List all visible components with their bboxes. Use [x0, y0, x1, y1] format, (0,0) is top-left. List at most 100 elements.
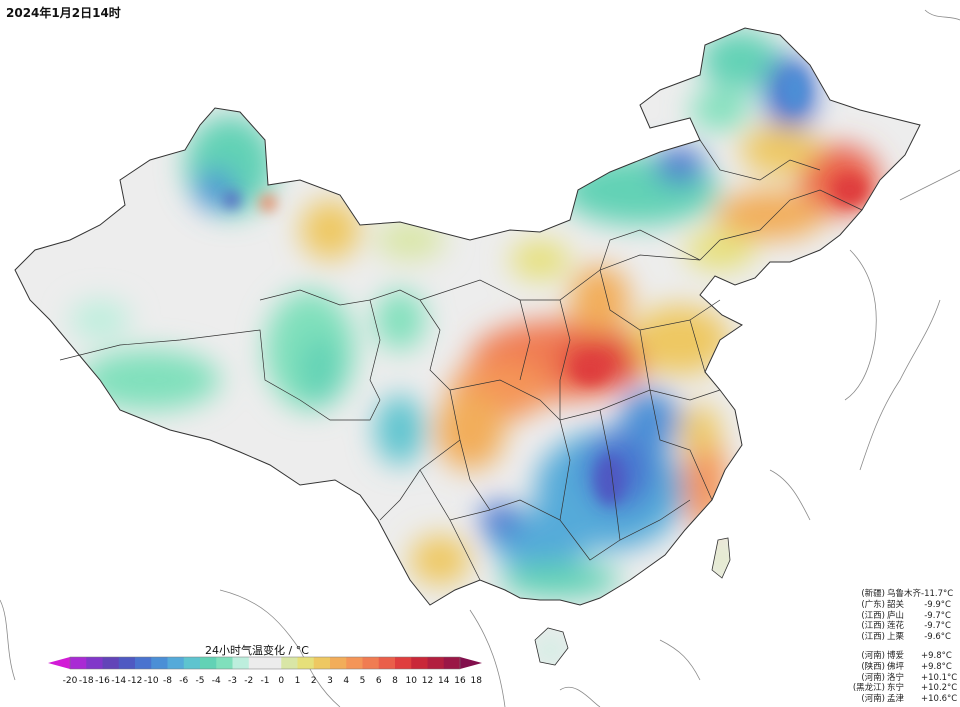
colorbar-tick-label: 5: [360, 676, 366, 686]
station-name: 上栗: [887, 632, 905, 643]
station-province: (江西): [861, 621, 885, 632]
station-name: 庐山: [887, 610, 905, 621]
station-value: +10.1°C: [921, 672, 958, 683]
colorbar-tick-label: 2: [311, 676, 317, 686]
colorbar-tick-label: -18: [79, 676, 94, 686]
station-name: 博爱: [887, 651, 905, 661]
colorbar-tick-label: -16: [95, 676, 110, 686]
station-row: (河南) 博爱 +9.8°C: [845, 651, 951, 662]
station-province: (河南): [861, 694, 885, 705]
colorbar-tick-label: -12: [128, 676, 143, 686]
colorbar-segment: [216, 657, 233, 669]
colorbar-tick-label: -1: [261, 676, 270, 686]
colorbar-segment: [281, 657, 298, 669]
colorbar-outline: [69, 656, 461, 670]
colorbar-tick-label: -20: [63, 676, 78, 686]
station-row: (新疆) 乌鲁木齐 -11.7°C: [845, 589, 954, 600]
colorbar-tick-label: 10: [406, 676, 418, 686]
colorbar-arrow-min: [48, 657, 70, 669]
colorbar-segment: [378, 657, 396, 669]
station-row: (江西) 莲花 -9.7°C: [845, 621, 951, 632]
map-title: 2024年1月2日14时: [6, 6, 121, 20]
station-value: -11.7°C: [921, 589, 954, 599]
station-province: (江西): [861, 632, 885, 643]
station-province: (广东): [861, 599, 885, 610]
colorbar-tick-label: 3: [327, 676, 333, 686]
colorbar-segment: [232, 657, 250, 669]
colorbar-tick-label: -4: [212, 676, 221, 686]
colorbar-segment: [200, 657, 217, 669]
colorbar: -20 -18 -16 -14 -12 -10 -8 -6 -5 -4 -3 -2 -1 0 1 2 3 4 5 6 8…: [48, 656, 483, 686]
station-row: (河南) 洛宁 +10.1°C: [845, 672, 958, 684]
station-row: (广东) 韶关 -9.9°C: [845, 600, 951, 611]
warmest-stations-list: (河南) 博爱 +9.8°C (陕西) 佛坪 +9.8°C (河南) 洛宁 +10.1°C (黑龙…: [845, 651, 958, 705]
neighbor-coastlines: [0, 9, 960, 707]
station-value: -9.6°C: [924, 632, 951, 643]
colorbar-tick-label: -8: [163, 676, 172, 686]
colorbar-segment: [183, 657, 201, 669]
station-value: +10.6°C: [921, 694, 958, 705]
station-row: (河南) 孟津 +10.6°C: [845, 694, 958, 705]
legend-title: 24小时气温变化 / °C: [205, 644, 309, 657]
station-name: 洛宁: [887, 672, 905, 683]
colorbar-segment: [330, 657, 347, 669]
station-province: (江西): [861, 610, 885, 621]
colorbar-segment: [362, 657, 380, 669]
colorbar-tick-label: 12: [422, 676, 433, 686]
island-outlines: [534, 537, 731, 666]
station-value: -9.7°C: [924, 610, 951, 621]
colorbar-tick-label: -10: [144, 676, 159, 686]
station-province: (河南): [861, 672, 885, 683]
colorbar-segment: [411, 657, 428, 669]
colorbar-tick-label: -6: [179, 676, 188, 686]
colorbar-segment: [70, 657, 87, 669]
station-row: (陕西) 佛坪 +9.8°C: [845, 662, 951, 673]
colorbar-tick-label: -2: [244, 676, 253, 686]
colorbar-tick-label: -3: [228, 676, 237, 686]
colorbar-segment: [346, 657, 363, 669]
colorbar-segment: [151, 657, 168, 669]
station-row: (江西) 上栗 -9.6°C: [845, 632, 951, 643]
province-borders: [14, 27, 921, 606]
station-name: 韶关: [887, 599, 905, 610]
station-province: (新疆): [861, 589, 885, 599]
colorbar-arrow-max: [460, 657, 482, 669]
colorbar-segment: [248, 657, 266, 669]
colorbar-tick-label: -14: [111, 676, 126, 686]
station-province: (陕西): [861, 661, 885, 672]
station-value: -9.9°C: [924, 599, 951, 610]
station-name: 乌鲁木齐: [887, 589, 922, 599]
station-value: +9.8°C: [921, 651, 952, 661]
station-value: -9.7°C: [924, 621, 951, 632]
station-name: 孟津: [887, 694, 905, 705]
colorbar-segment: [313, 657, 331, 669]
colorbar-tick-label: 6: [376, 676, 382, 686]
colorbar-segment: [265, 657, 282, 669]
colorbar-segment: [395, 657, 412, 669]
station-value: +9.8°C: [921, 661, 952, 672]
colorbar-segment: [102, 657, 120, 669]
coldest-stations-list: (新疆) 乌鲁木齐 -11.7°C (广东) 韶关 -9.9°C (江西) 庐山 -9.7°C(…: [845, 589, 954, 643]
colorbar-tick-label: 18: [471, 676, 483, 686]
station-row: (黑龙江) 东宁 +10.2°C: [845, 683, 958, 694]
station-province: (黑龙江): [852, 683, 885, 694]
station-row: (江西) 庐山 -9.7°C: [845, 611, 951, 622]
station-name: 佛坪: [887, 661, 905, 672]
colorbar-tick-label: 4: [343, 676, 349, 686]
colorbar-segment: [167, 657, 185, 669]
colorbar-tick-label: 16: [454, 676, 466, 686]
station-province: (河南): [861, 651, 885, 661]
colorbar-tick-label: 0: [278, 676, 284, 686]
station-value: +10.2°C: [921, 683, 958, 694]
colorbar-segment: [86, 657, 103, 669]
colorbar-tick-label: 14: [438, 676, 450, 686]
colorbar-segment: [443, 657, 461, 669]
colorbar-segment: [118, 657, 136, 669]
station-name: 莲花: [887, 621, 905, 632]
colorbar-segment: [427, 657, 445, 669]
colorbar-segment: [297, 657, 315, 669]
colorbar-tick-label: -5: [196, 676, 205, 686]
colorbar-segment: [135, 657, 152, 669]
colorbar-tick-label: 1: [295, 676, 301, 686]
